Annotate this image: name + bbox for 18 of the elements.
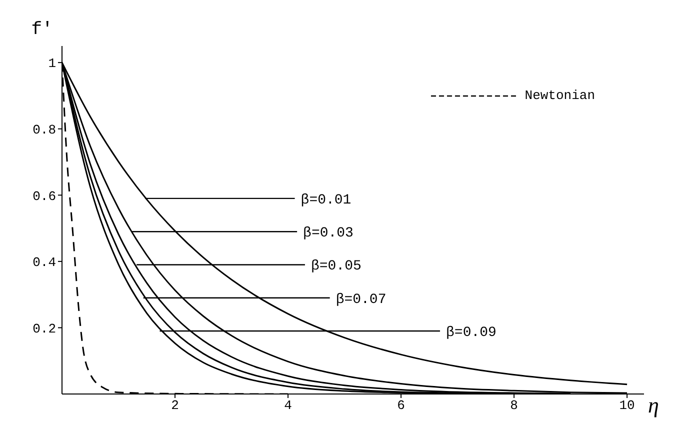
text: Newtonian: [524, 88, 595, 103]
annotation: β=0.07: [336, 292, 386, 308]
annotation: β=0.09: [446, 325, 496, 342]
x-tick-label: 6: [397, 398, 405, 414]
x-tick-label: 8: [510, 398, 518, 414]
x-axis-title: η: [648, 392, 659, 418]
y-tick-label: 1: [48, 56, 56, 72]
x-tick-label: 2: [171, 398, 179, 414]
x-tick-label: 10: [619, 398, 635, 414]
annotation: β=0.01: [300, 192, 352, 208]
annotation: β=0.05: [310, 258, 362, 275]
y-tick-label: 0.8: [32, 122, 56, 138]
y-axis-title: f′: [31, 20, 53, 40]
annotation: β=0.03: [303, 226, 354, 242]
y-tick-label: 0.2: [32, 321, 56, 336]
y-tick-label: 0.4: [32, 255, 56, 270]
x-tick-label: 4: [284, 398, 292, 414]
y-tick-label: 0.6: [32, 188, 56, 204]
